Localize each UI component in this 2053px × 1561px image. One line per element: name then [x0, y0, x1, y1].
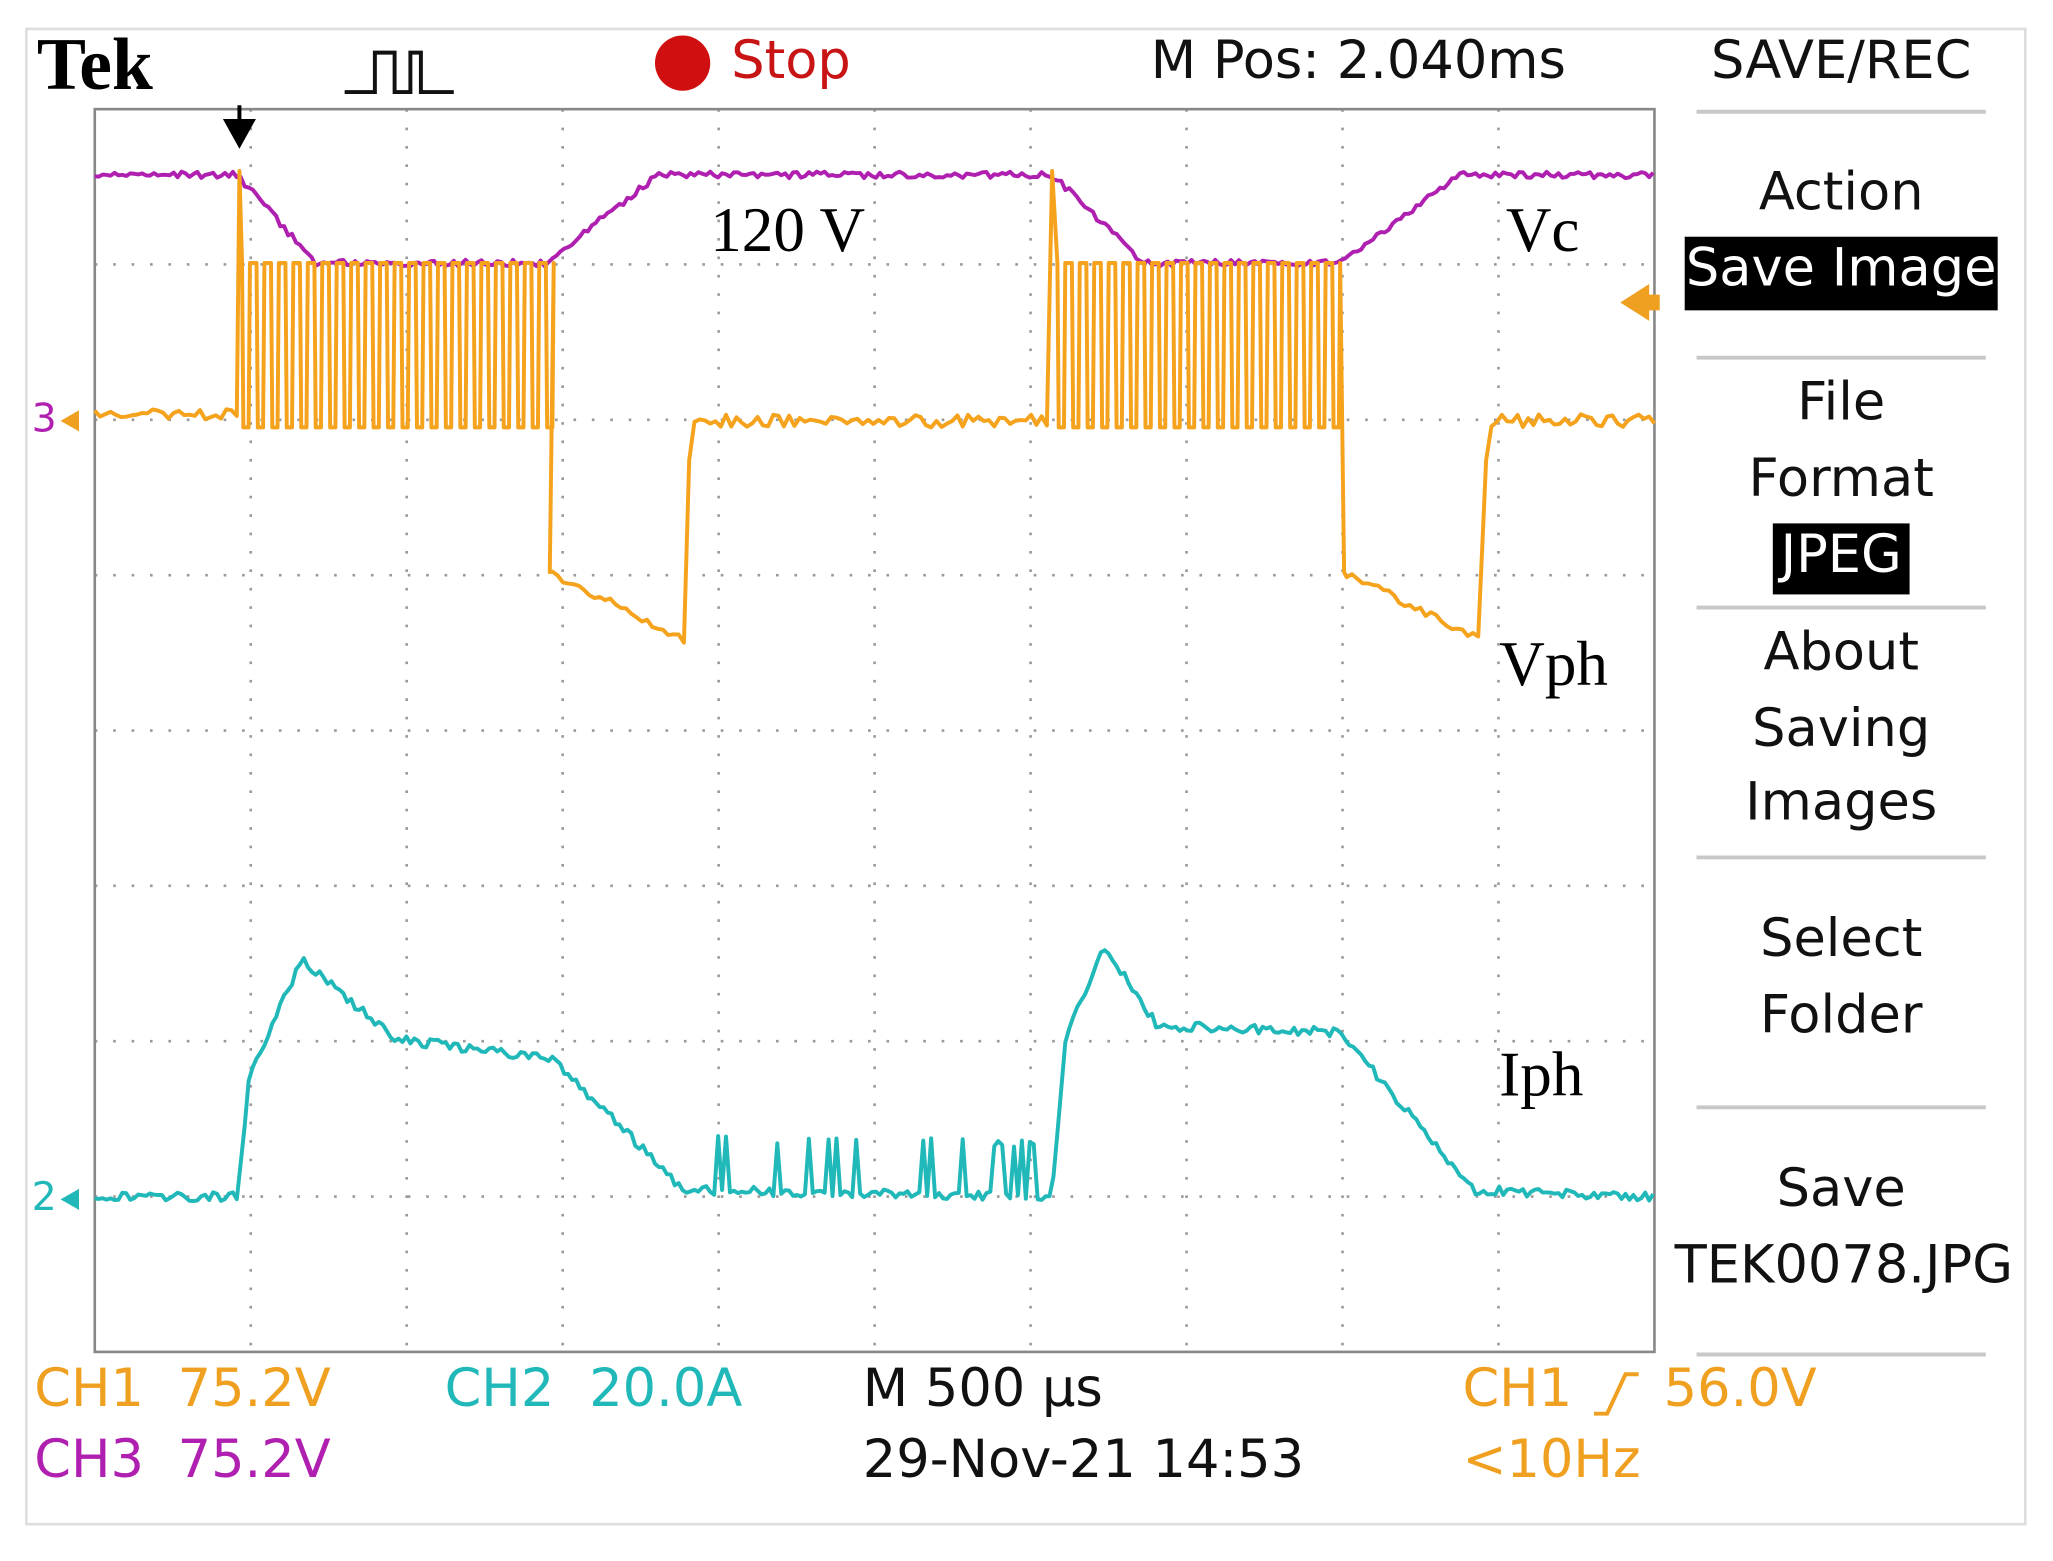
- menu-label[interactable]: Action: [1759, 161, 1924, 222]
- channel-scale: 20.0A: [589, 1358, 742, 1419]
- trigger-level: 56.0V: [1664, 1358, 1817, 1419]
- channel-marker: 2: [32, 1174, 57, 1220]
- menu-label[interactable]: Saving: [1752, 698, 1930, 759]
- trigger-source: CH1: [1462, 1358, 1572, 1419]
- menu-value[interactable]: JPEG: [1778, 524, 1902, 585]
- menu-label[interactable]: File: [1797, 372, 1885, 433]
- timestamp: 29-Nov-21 14:53: [863, 1429, 1304, 1490]
- status: Stop: [731, 30, 851, 91]
- menu-title: SAVE/REC: [1711, 30, 1971, 91]
- timebase: M 500 µs: [863, 1358, 1103, 1419]
- menu-label[interactable]: Images: [1745, 771, 1937, 832]
- annotation: Vph: [1499, 629, 1608, 699]
- menu-label[interactable]: About: [1763, 622, 1919, 683]
- channel-label: CH1: [34, 1358, 144, 1419]
- frequency: <10Hz: [1462, 1429, 1640, 1490]
- menu-label[interactable]: Save: [1777, 1158, 1906, 1219]
- menu-label[interactable]: Select: [1760, 908, 1922, 969]
- menu-label[interactable]: Format: [1749, 448, 1934, 509]
- channel-label: CH3: [34, 1429, 144, 1490]
- annotation: 120 V: [710, 195, 865, 265]
- channel-marker: 3: [32, 395, 57, 441]
- channel-scale: 75.2V: [178, 1429, 331, 1490]
- brand: Tek: [37, 23, 153, 105]
- menu-label[interactable]: Folder: [1760, 985, 1923, 1046]
- annotation: Vc: [1506, 195, 1580, 265]
- stop-icon: [655, 36, 710, 91]
- channel-label: CH2: [445, 1358, 555, 1419]
- annotation: Iph: [1499, 1039, 1583, 1109]
- menu-value[interactable]: TEK0078.JPG: [1674, 1234, 2013, 1295]
- position: M Pos: 2.040ms: [1151, 30, 1566, 91]
- menu-value[interactable]: Save Image: [1686, 238, 1997, 299]
- channel-scale: 75.2V: [178, 1358, 331, 1419]
